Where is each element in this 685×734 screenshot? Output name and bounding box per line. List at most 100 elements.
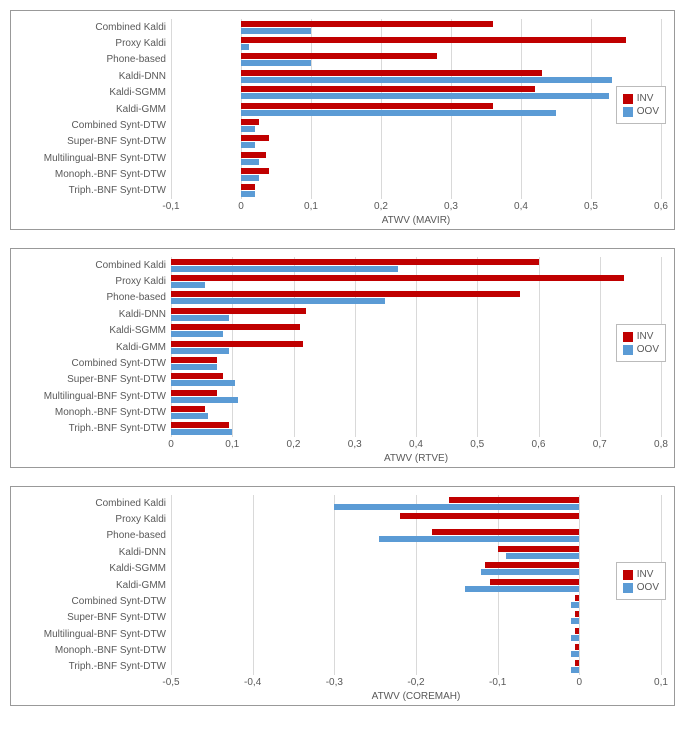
bar-row <box>171 389 661 405</box>
category-label: Kaldi-DNN <box>16 307 166 323</box>
bar-inv <box>171 422 229 428</box>
bar-oov <box>171 413 208 419</box>
category-label: Triph.-BNF Synt-DTW <box>16 183 166 199</box>
bar-row <box>171 183 661 199</box>
legend-swatch-oov <box>623 345 633 355</box>
category-label: Combined Synt-DTW <box>16 118 166 134</box>
bar-oov <box>241 110 556 116</box>
bar-oov <box>379 536 579 542</box>
bar-inv <box>490 579 580 585</box>
bar-oov <box>241 44 249 50</box>
x-tick-label: -0,3 <box>326 677 343 688</box>
bar-inv <box>171 291 520 297</box>
bar-oov <box>241 77 612 83</box>
bar-row <box>171 659 661 675</box>
legend: INV OOV <box>616 562 666 600</box>
category-label: Monoph.-BNF Synt-DTW <box>16 643 166 659</box>
legend-swatch-oov <box>623 107 633 117</box>
bar-row <box>171 356 661 372</box>
bar-inv <box>241 103 493 109</box>
legend-label-oov: OOV <box>637 106 659 117</box>
category-label: Proxy Kaldi <box>16 512 166 528</box>
bar-row <box>171 610 661 626</box>
bar-oov <box>571 635 579 641</box>
chart-panel-0: -0,100,10,20,30,40,50,6Combined KaldiPro… <box>10 10 675 230</box>
bar-inv <box>498 546 580 552</box>
bar-oov <box>241 142 255 148</box>
x-tick-label: 0,4 <box>409 439 423 450</box>
category-label: Phone-based <box>16 290 166 306</box>
bar-oov <box>171 364 217 370</box>
bar-oov <box>171 429 232 435</box>
x-tick-label: 0 <box>168 439 174 450</box>
charts-container: -0,100,10,20,30,40,50,6Combined KaldiPro… <box>10 10 675 706</box>
x-tick-label: 0,8 <box>654 439 668 450</box>
bar-row <box>171 496 661 512</box>
category-label: Kaldi-DNN <box>16 545 166 561</box>
bar-inv <box>241 86 535 92</box>
bar-inv <box>400 513 580 519</box>
bar-oov <box>171 331 223 337</box>
bar-inv <box>241 53 437 59</box>
bar-row <box>171 134 661 150</box>
legend-swatch-oov <box>623 583 633 593</box>
chart-panel-1: 00,10,20,30,40,50,60,70,8Combined KaldiP… <box>10 248 675 468</box>
bar-row <box>171 118 661 134</box>
bar-row <box>171 258 661 274</box>
bar-row <box>171 69 661 85</box>
x-axis-label: ATWV (RTVE) <box>171 453 661 464</box>
bar-row <box>171 274 661 290</box>
x-tick-label: -0,1 <box>489 677 506 688</box>
bar-inv <box>241 184 255 190</box>
bar-oov <box>571 651 579 657</box>
bar-inv <box>241 152 266 158</box>
bar-oov <box>171 298 385 304</box>
category-label: Combined Synt-DTW <box>16 594 166 610</box>
bar-inv <box>241 70 542 76</box>
x-tick-label: 0,1 <box>304 201 318 212</box>
x-tick-label: -0,1 <box>162 201 179 212</box>
bar-row <box>171 151 661 167</box>
bar-oov <box>171 397 238 403</box>
bar-oov <box>171 315 229 321</box>
chart-panel-2: -0,5-0,4-0,3-0,2-0,100,1Combined KaldiPr… <box>10 486 675 706</box>
category-label: Combined Kaldi <box>16 258 166 274</box>
plot-area <box>171 495 661 675</box>
bar-inv <box>171 357 217 363</box>
legend: INV OOV <box>616 86 666 124</box>
bar-oov <box>334 504 579 510</box>
legend-item-oov: OOV <box>623 344 659 355</box>
x-tick-label: -0,4 <box>244 677 261 688</box>
bar-inv <box>575 660 579 666</box>
bar-row <box>171 627 661 643</box>
category-label: Monoph.-BNF Synt-DTW <box>16 167 166 183</box>
category-label: Multilingual-BNF Synt-DTW <box>16 151 166 167</box>
bar-inv <box>171 324 300 330</box>
x-tick-label: 0,7 <box>593 439 607 450</box>
bar-inv <box>171 406 205 412</box>
bar-oov <box>571 618 579 624</box>
bar-oov <box>171 380 235 386</box>
legend-label-inv: INV <box>637 569 654 580</box>
legend-item-inv: INV <box>623 331 659 342</box>
x-tick-label: 0 <box>238 201 244 212</box>
bar-row <box>171 340 661 356</box>
category-label: Phone-based <box>16 52 166 68</box>
legend-swatch-inv <box>623 94 633 104</box>
legend-item-inv: INV <box>623 93 659 104</box>
x-tick-label: 0,3 <box>348 439 362 450</box>
bar-inv <box>241 21 493 27</box>
bar-oov <box>241 28 311 34</box>
bar-inv <box>575 644 579 650</box>
bar-row <box>171 528 661 544</box>
bar-inv <box>575 611 579 617</box>
legend-label-oov: OOV <box>637 582 659 593</box>
category-label: Kaldi-SGMM <box>16 323 166 339</box>
legend-swatch-inv <box>623 332 633 342</box>
bar-row <box>171 167 661 183</box>
category-label: Triph.-BNF Synt-DTW <box>16 659 166 675</box>
bar-row <box>171 643 661 659</box>
category-label: Multilingual-BNF Synt-DTW <box>16 627 166 643</box>
bar-inv <box>575 595 579 601</box>
bar-oov <box>571 602 579 608</box>
